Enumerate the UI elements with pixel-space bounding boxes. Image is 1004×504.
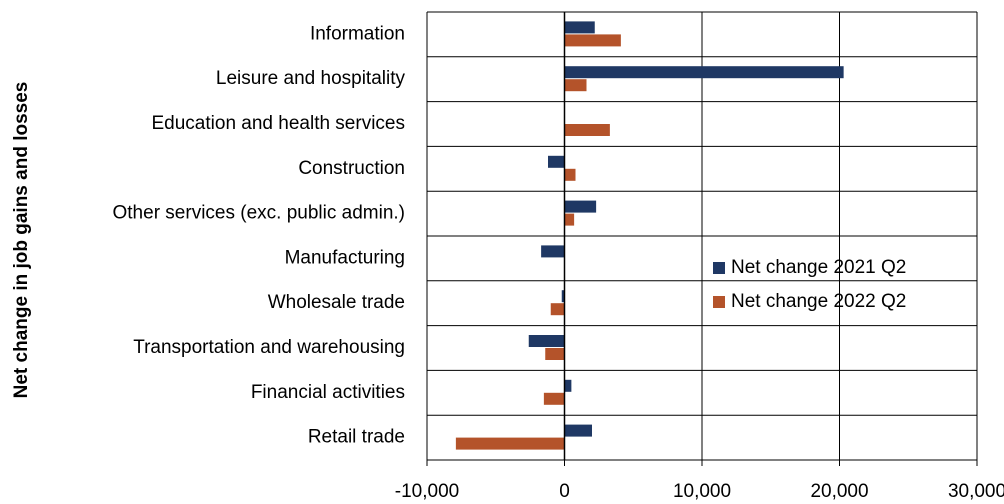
bar xyxy=(564,379,572,392)
legend-swatch xyxy=(713,262,725,274)
bar xyxy=(528,335,565,347)
y-tick-label: Education and health services xyxy=(152,113,406,134)
y-tick-label: Retail trade xyxy=(308,427,405,448)
bar xyxy=(564,213,575,226)
bar xyxy=(564,21,595,34)
bar xyxy=(564,200,597,213)
x-tick-label: 30,000 xyxy=(948,481,1004,502)
bar xyxy=(543,392,565,405)
bar xyxy=(564,424,592,437)
y-tick-label: Manufacturing xyxy=(285,247,405,268)
bar xyxy=(561,290,565,303)
legend-swatch xyxy=(713,296,725,308)
bar xyxy=(564,34,621,47)
x-tick-label: 10,000 xyxy=(673,481,731,502)
y-tick-label: Leisure and hospitality xyxy=(216,68,406,89)
bar xyxy=(564,79,587,92)
bar xyxy=(564,168,576,181)
x-tick-label: -10,000 xyxy=(395,481,459,502)
bar xyxy=(545,348,565,360)
legend-label: Net change 2021 Q2 xyxy=(731,257,906,278)
y-tick-label: Wholesale trade xyxy=(268,292,405,313)
y-axis-title: Net change in job gains and losses xyxy=(11,82,32,399)
y-tick-label: Information xyxy=(310,23,405,44)
y-tick-label: Financial activities xyxy=(251,382,405,403)
legend-label: Net change 2022 Q2 xyxy=(731,291,906,312)
bar xyxy=(541,245,565,258)
bar xyxy=(550,303,565,316)
x-tick-label: 0 xyxy=(559,481,570,502)
bar xyxy=(548,155,565,168)
bar xyxy=(455,437,565,450)
bar xyxy=(564,124,610,136)
y-tick-label: Transportation and warehousing xyxy=(133,337,405,358)
y-tick-label: Construction xyxy=(298,158,405,179)
x-tick-label: 20,000 xyxy=(810,481,868,502)
y-tick-label: Other services (exc. public admin.) xyxy=(113,203,406,224)
bar xyxy=(564,66,844,79)
